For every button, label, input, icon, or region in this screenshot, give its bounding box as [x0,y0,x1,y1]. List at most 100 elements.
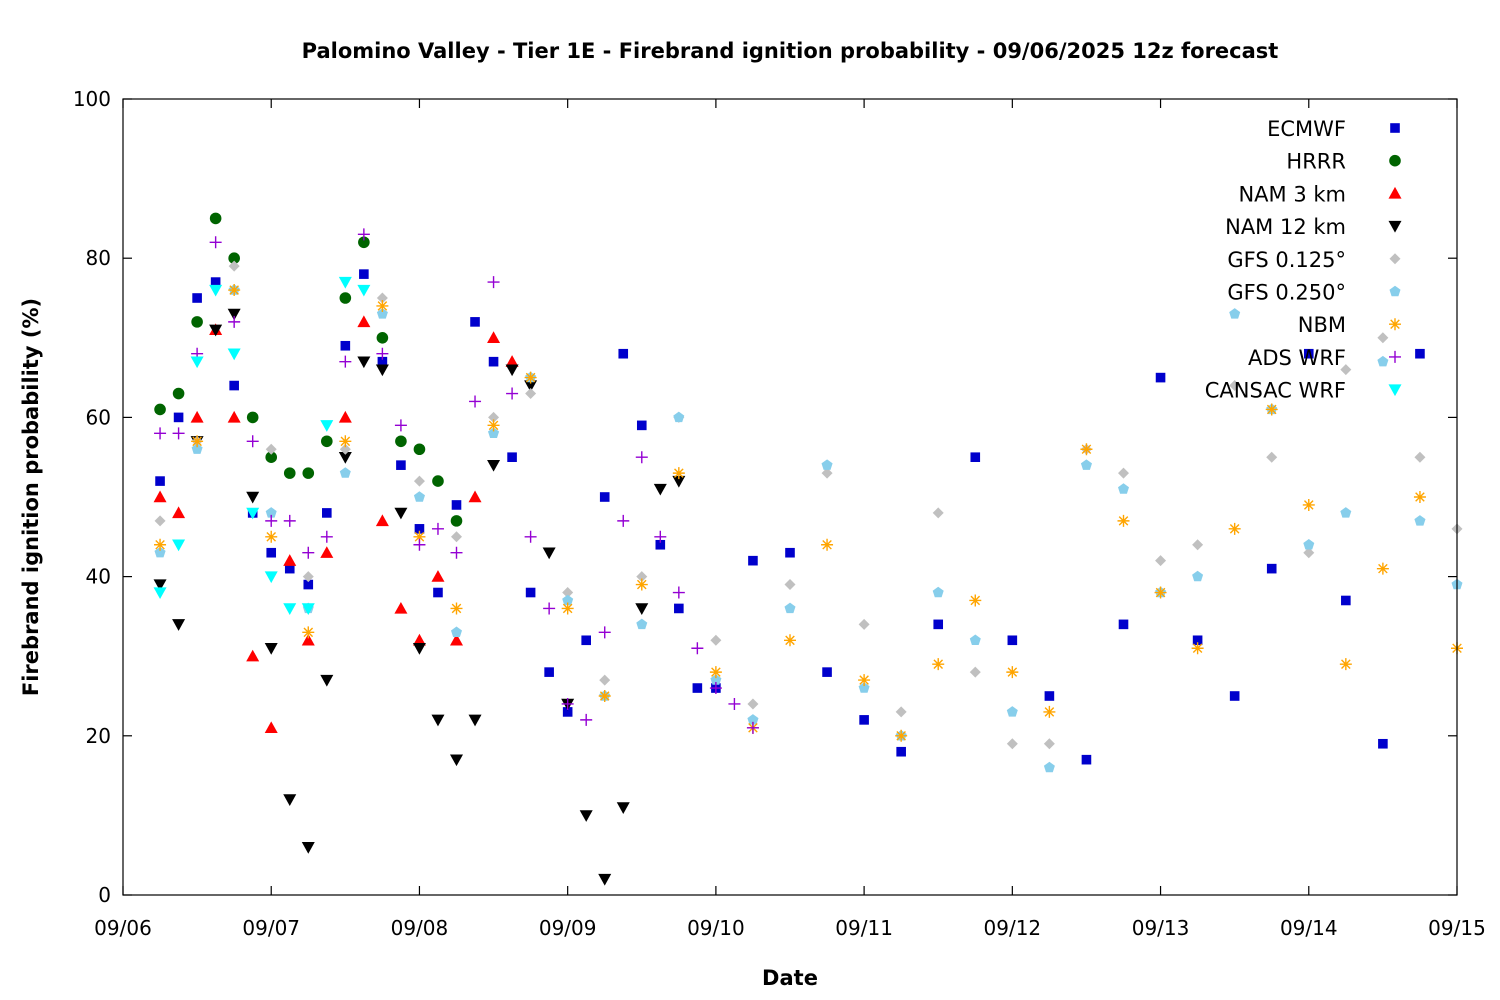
data-point [246,411,259,424]
data-point [413,475,425,487]
data-point [654,530,667,543]
data-point [1006,738,1018,750]
data-point [932,658,945,671]
data-point [320,530,333,543]
data-point [487,419,500,432]
data-point [320,546,334,558]
data-point [209,284,223,297]
data-point [450,515,463,527]
data-point [302,626,315,639]
plot-area [153,212,1463,886]
data-point [172,539,186,552]
data-point [487,276,500,289]
data-point [896,746,906,757]
data-point [747,698,759,710]
legend-marker [1389,285,1401,297]
data-point [431,714,445,727]
data-point [413,538,426,551]
data-point [895,729,908,742]
data-point [303,579,314,590]
data-point [1192,570,1204,582]
data-point [1155,372,1166,383]
data-point [339,292,352,304]
data-point [210,277,221,287]
data-point [1339,658,1352,671]
x-tick-label: 09/14 [1280,916,1338,940]
data-point [338,452,352,464]
data-point [394,507,408,520]
data-point [283,467,296,479]
x-tick-label: 09/10 [687,916,745,940]
data-point [450,633,463,646]
data-point [1118,467,1129,479]
series-ads-wrf [154,228,759,734]
data-point [1118,483,1129,494]
data-point [524,380,538,393]
data-point [228,252,240,264]
data-point [709,666,722,679]
data-point [469,395,482,408]
x-tick-label: 09/12 [984,916,1042,940]
data-point [728,697,741,710]
data-point [470,317,480,327]
data-point [579,810,593,822]
data-point [301,842,315,854]
data-point [1303,539,1315,550]
data-point [598,873,612,886]
data-point [320,420,334,432]
data-point [1007,635,1018,646]
x-tick-label: 09/06 [94,916,152,940]
data-point [635,451,648,464]
legend-label: ECMWF [1267,117,1346,141]
data-point [709,682,722,695]
data-point [599,492,610,502]
data-point [932,507,944,519]
data-point [359,269,369,279]
data-point [1191,642,1204,655]
data-point [1266,451,1278,463]
data-point [488,427,500,438]
legend-label: GFS 0.125° [1227,248,1346,272]
data-point [413,443,426,456]
data-point [357,228,370,241]
legend-marker [1389,350,1401,363]
data-point [1229,380,1241,392]
legend: ECMWF HRRR NAM 3 km NAM 12 km GFS 0.125° GFS … [1205,117,1402,403]
y-tick-label: 60 [86,405,111,429]
data-point [636,420,647,431]
data-point [432,475,444,487]
data-point [1192,539,1204,551]
data-point [431,522,444,535]
data-point [487,459,501,472]
y-tick-label: 100 [73,87,111,111]
data-point [1340,364,1352,376]
data-point [376,347,389,360]
data-point [339,355,352,368]
data-point [616,802,630,814]
x-tick-label: 09/15 [1428,916,1486,940]
data-point [339,435,352,448]
data-point [283,794,297,806]
data-point [1303,547,1315,559]
data-point [710,674,722,685]
legend-marker [1388,220,1402,233]
data-point [339,443,351,455]
data-point [357,284,371,297]
data-point [192,293,202,303]
data-point [283,514,296,527]
data-point [692,683,703,693]
legend-marker [1389,318,1401,331]
data-point [1414,451,1426,463]
data-point [153,579,167,592]
data-point [636,571,648,583]
data-point [190,356,204,369]
data-point [265,530,278,543]
data-point [413,530,426,543]
data-point [488,411,500,423]
data-point [1080,459,1092,470]
data-point [322,508,332,518]
legend-marker [1390,123,1400,133]
data-point [227,348,241,361]
data-point [153,490,167,503]
